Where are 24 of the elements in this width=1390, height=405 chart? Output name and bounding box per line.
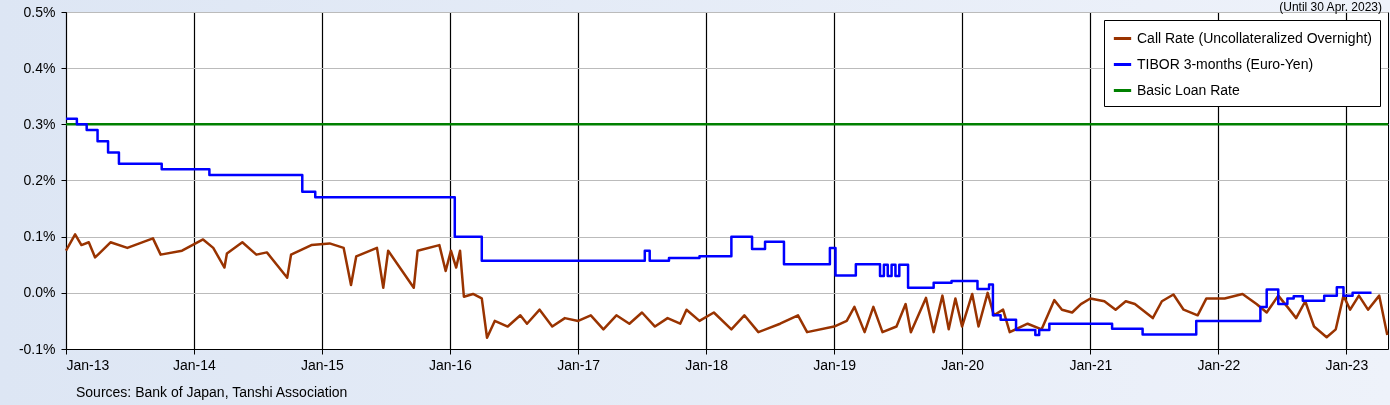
x-tick-label: Jan-16 bbox=[428, 356, 472, 373]
x-tick-label: Jan-23 bbox=[1325, 356, 1369, 373]
y-tick-label: 0.0% bbox=[23, 284, 56, 301]
legend-label: Call Rate (Uncollateralized Overnight) bbox=[1137, 29, 1372, 46]
x-tick-label: Jan-18 bbox=[685, 356, 729, 373]
x-tick-label: Jan-22 bbox=[1197, 356, 1241, 373]
y-tick-label: 0.1% bbox=[23, 228, 56, 245]
y-tick-label: 0.4% bbox=[23, 59, 56, 76]
y-tick-label: 0.5% bbox=[23, 3, 56, 20]
x-tick-label: Jan-15 bbox=[301, 356, 345, 373]
x-tick-label: Jan-14 bbox=[173, 356, 217, 373]
y-tick-label: 0.3% bbox=[23, 115, 56, 132]
y-tick-label: -0.1% bbox=[18, 340, 56, 357]
x-tick-label: Jan-20 bbox=[941, 356, 985, 373]
legend-label: Basic Loan Rate bbox=[1137, 81, 1240, 98]
x-tick-label: Jan-17 bbox=[557, 356, 601, 373]
line-series bbox=[64, 233, 1389, 340]
legend-label: TIBOR 3-months (Euro-Yen) bbox=[1137, 55, 1314, 72]
x-tick-label: Jan-13 bbox=[66, 356, 110, 373]
x-tick-label: Jan-19 bbox=[813, 356, 857, 373]
x-tick-label: Jan-21 bbox=[1069, 356, 1113, 373]
y-tick-label: 0.2% bbox=[23, 172, 56, 188]
source-note: Sources: Bank of Japan, Tanshi Association bbox=[76, 384, 348, 400]
annotation: (Until 30 Apr. 2023) bbox=[1279, 0, 1382, 14]
